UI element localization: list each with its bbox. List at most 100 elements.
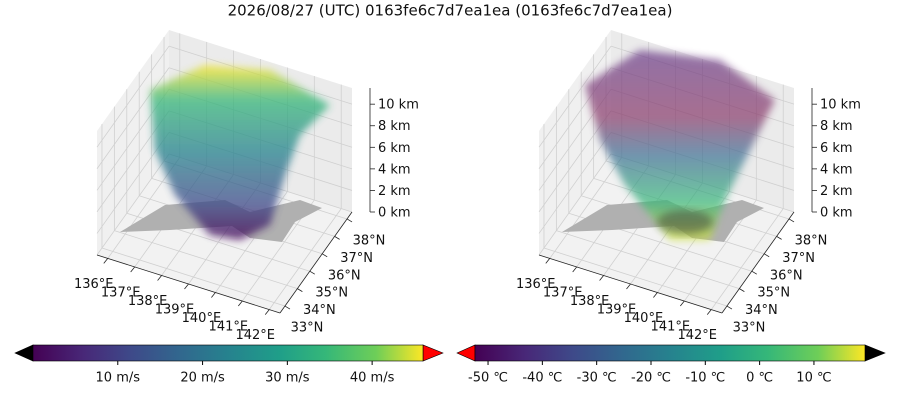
colorbar-tick-label: -10 ℃ [685, 371, 725, 386]
colorbar-tick-label: 10 m/s [96, 371, 141, 386]
y-tick-label: 37°N [782, 251, 815, 266]
z-tick-label: 2 km [820, 184, 853, 199]
z-tick-label: 0 km [820, 206, 853, 221]
x-tick-label: 142°E [677, 328, 717, 343]
x-tick-label: 139°E [597, 303, 637, 318]
side-pane [97, 30, 169, 255]
tick-mark [788, 218, 795, 223]
z-tick-label: 8 km [820, 119, 853, 134]
colorbar-extend-high [422, 344, 444, 362]
tick-mark [599, 275, 604, 281]
tick-mark [211, 292, 216, 298]
colorbar-extend-high [864, 344, 886, 362]
y-tick-label: 37°N [340, 251, 373, 266]
z-tick-label: 8 km [378, 119, 411, 134]
z-tick-label: 0 km [378, 206, 411, 221]
tick-mark [297, 288, 303, 292]
y-tick-label: 33°N [291, 321, 324, 336]
grid-line [96, 67, 170, 169]
tick-mark [545, 258, 551, 264]
tick-mark [238, 300, 243, 307]
scatter-clouds [120, 50, 775, 242]
tick-mark [103, 258, 109, 264]
tick-mark [572, 266, 577, 273]
axis-line [96, 254, 281, 314]
axis-line [538, 254, 723, 314]
tick-mark [322, 253, 328, 258]
tick-mark [284, 305, 291, 310]
figure-title: 2026/08/27 (UTC) 0163fe6c7d7ea1ea (0163f… [228, 2, 673, 20]
y-tick-label: 34°N [303, 303, 336, 318]
x-tick-label: 141°E [209, 320, 249, 335]
tick-mark [653, 292, 658, 298]
x-tick-label: 136°E [516, 277, 556, 292]
tick-mark [346, 218, 353, 223]
z-tick-label: 10 km [378, 98, 419, 113]
z-tick-label: 4 km [378, 162, 411, 177]
colorbar-tick-label: 40 m/s [350, 371, 395, 386]
y-tick-label: 36°N [770, 268, 803, 283]
grid-line [96, 45, 170, 148]
grid-line [549, 157, 623, 259]
colorbar-tick-label: -50 ℃ [468, 371, 508, 386]
z-tick-label: 4 km [820, 162, 853, 177]
colorbar-tick-label: 0 ℃ [746, 371, 773, 386]
x-tick-label: 138°E [570, 294, 610, 309]
tick-mark [680, 300, 685, 307]
tick-mark [184, 283, 189, 290]
axis-line [279, 211, 353, 314]
tick-mark [726, 305, 733, 310]
y-tick-label: 35°N [757, 286, 790, 301]
axes: 136°E137°E138°E139°E140°E141°E142°E33°N3… [14, 88, 886, 386]
tick-mark [706, 309, 712, 315]
tick-mark [776, 236, 782, 240]
colorbar-tick-label: 30 m/s [265, 371, 310, 386]
grid-line [114, 230, 298, 290]
tick-mark [739, 288, 745, 292]
colorbar-tick-label: 10 ℃ [796, 371, 831, 386]
y-tick-label: 38°N [795, 233, 828, 248]
colorbar-tick-label: 20 m/s [180, 371, 225, 386]
tick-mark [264, 309, 270, 315]
x-tick-label: 138°E [128, 294, 168, 309]
grid-line [538, 45, 612, 148]
tick-mark [130, 266, 135, 273]
colorbar-extend-low [456, 344, 476, 362]
colorbar-tick-label: -20 ℃ [631, 371, 671, 386]
y-tick-label: 38°N [353, 233, 386, 248]
z-tick-label: 6 km [378, 141, 411, 156]
z-tick-label: 6 km [820, 141, 853, 156]
x-tick-label: 141°E [651, 320, 691, 335]
x-tick-label: 137°E [101, 285, 141, 300]
grid-line [101, 247, 286, 307]
grid-line [96, 153, 170, 256]
x-tick-label: 139°E [155, 303, 195, 318]
tick-mark [626, 283, 631, 290]
grid-line [538, 132, 612, 234]
grid-line [543, 247, 728, 307]
dark-core [657, 210, 713, 234]
colorbar [32, 344, 424, 362]
x-tick-label: 137°E [543, 285, 583, 300]
grid-line [710, 208, 784, 310]
grid-line [268, 208, 342, 310]
grid-line [556, 230, 740, 290]
tick-mark [309, 270, 315, 275]
grid-line [538, 153, 612, 256]
x-tick-label: 136°E [74, 277, 114, 292]
axis-line [721, 211, 795, 314]
tick-mark [751, 270, 757, 275]
x-tick-label: 142°E [235, 328, 275, 343]
y-tick-label: 34°N [745, 303, 778, 318]
colorbar-tick-label: -40 ℃ [522, 371, 562, 386]
colorbar-extend-low [14, 344, 34, 362]
tick-mark [157, 275, 162, 281]
y-tick-label: 36°N [328, 268, 361, 283]
x-tick-label: 140°E [624, 311, 664, 326]
temperature-cloud [585, 50, 775, 240]
y-tick-label: 35°N [315, 286, 348, 301]
z-tick-label: 10 km [820, 98, 861, 113]
y-tick-label: 33°N [733, 321, 766, 336]
colorbar [474, 344, 866, 362]
